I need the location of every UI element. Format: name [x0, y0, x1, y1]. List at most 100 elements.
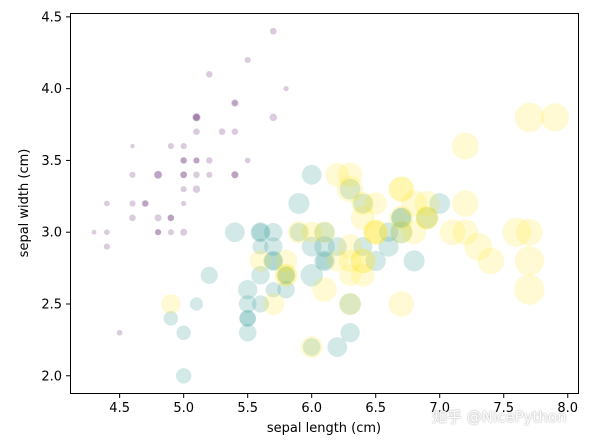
scatter-point	[351, 191, 375, 216]
scatter-point	[353, 193, 373, 214]
scatter-point	[193, 157, 200, 164]
scatter-point	[154, 214, 162, 222]
scatter-point	[350, 248, 376, 274]
plot-frame	[70, 13, 579, 394]
x-tick-label: 5.5	[237, 401, 258, 416]
scatter-point	[175, 368, 192, 384]
scatter-point	[415, 206, 439, 230]
scatter-point	[269, 27, 277, 35]
scatter-point	[289, 222, 309, 242]
scatter-point	[300, 336, 323, 359]
scatter-point	[130, 143, 135, 149]
scatter-point	[252, 238, 269, 255]
scatter-point	[141, 199, 149, 208]
scatter-point	[336, 175, 364, 203]
scatter-point	[389, 220, 413, 244]
scatter-point	[231, 128, 239, 136]
scatter-point	[390, 207, 412, 229]
scatter-point	[251, 295, 270, 313]
scatter-point	[353, 237, 373, 257]
x-tick-label: 5.0	[173, 401, 194, 416]
scatter-point	[249, 250, 272, 272]
scatter-point	[451, 132, 479, 160]
scatter-point	[269, 113, 278, 122]
scatter-point	[388, 291, 415, 317]
scatter-point	[263, 251, 284, 271]
scatter-point	[314, 222, 335, 243]
scatter-point	[129, 200, 136, 207]
scatter-point	[363, 220, 388, 245]
scatter-point	[264, 237, 283, 256]
scatter-point	[180, 157, 187, 164]
x-axis-title: sepal length (cm)	[267, 421, 381, 436]
x-tick-label: 6.5	[365, 401, 386, 416]
scatter-point	[206, 171, 213, 178]
scatter-point	[313, 221, 336, 243]
scatter-point	[378, 222, 399, 242]
scatter-point	[239, 310, 256, 327]
scatter-point	[514, 246, 545, 276]
scatter-point	[301, 221, 323, 243]
scatter-point	[180, 186, 187, 193]
scatter-point	[232, 100, 238, 106]
scatter-point	[301, 236, 322, 257]
scatter-point	[103, 200, 110, 207]
scatter-point	[401, 190, 428, 217]
scatter-point	[265, 281, 281, 298]
scatter-point	[439, 219, 466, 246]
scatter-point	[274, 264, 298, 287]
scatter-point	[327, 237, 347, 257]
scatter-point	[192, 113, 201, 122]
scatter-point	[142, 200, 149, 207]
scatter-point	[189, 297, 204, 311]
scatter-point	[205, 157, 213, 164]
y-tick-label: 4.5	[41, 10, 62, 25]
scatter-point	[389, 205, 414, 231]
scatter-point	[116, 329, 123, 336]
scatter-point	[239, 309, 257, 327]
scatter-point	[402, 220, 427, 245]
scatter-point	[180, 228, 188, 236]
scatter-point	[231, 171, 239, 179]
scatter-point	[238, 295, 257, 313]
scatter-point	[160, 294, 181, 314]
scatter-point	[364, 220, 388, 244]
scatter-point	[218, 128, 226, 136]
scatter-point	[231, 171, 239, 179]
x-axis: 4.5 5.0 5.5 6.0 6.5 7.0 7.5 8.0	[109, 393, 578, 416]
scatter-point	[287, 220, 311, 244]
scatter-point	[416, 207, 438, 229]
scatter-point	[103, 229, 110, 236]
scatter-point	[301, 164, 322, 185]
x-tick-label: 6.0	[301, 401, 322, 416]
scatter-point	[315, 252, 334, 270]
scatter-point	[180, 143, 187, 150]
scatter-point	[515, 218, 543, 246]
scatter-point	[327, 337, 348, 357]
scatter-point	[167, 143, 174, 150]
scatter-point	[277, 266, 296, 285]
scatter-point	[163, 311, 179, 326]
scatter-point	[540, 103, 570, 132]
scatter-point	[176, 325, 191, 340]
scatter-point	[464, 232, 493, 261]
scatter-point	[339, 264, 361, 287]
watermark: 知乎 @NicePython	[432, 408, 567, 426]
scatter-point	[339, 293, 361, 315]
scatter-point	[193, 157, 200, 164]
scatter-point	[452, 190, 479, 217]
scatter-point	[338, 249, 362, 273]
scatter-point	[300, 264, 323, 287]
scatter-point	[337, 162, 363, 188]
scatter-point	[192, 185, 201, 193]
scatter-point	[350, 205, 376, 230]
scatter-point	[251, 266, 270, 285]
y-axis: 2.0 2.5 3.0 3.5 4.0 4.5	[41, 10, 71, 384]
scatter-point	[274, 249, 298, 273]
scatter-point	[264, 222, 283, 242]
scatter-point	[193, 171, 200, 179]
scatter-point	[314, 236, 335, 257]
scatter-point	[477, 247, 505, 275]
scatter-point	[362, 219, 389, 245]
